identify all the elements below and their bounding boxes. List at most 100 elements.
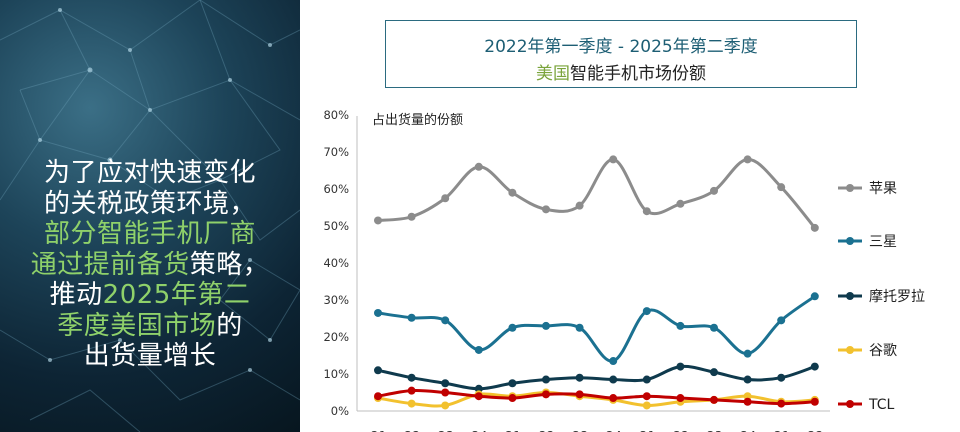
data-point: [710, 368, 718, 377]
legend-label: 三星: [869, 234, 897, 250]
y-tick-label: 70%: [323, 145, 349, 159]
data-point: [810, 362, 819, 371]
legend-swatch-marker: [846, 184, 854, 192]
data-point: [777, 399, 786, 408]
data-point: [777, 316, 786, 325]
x-tick-label: Q2: [806, 429, 823, 432]
data-point: [374, 392, 382, 401]
left-text-line: 季度美国市场的: [0, 311, 300, 342]
data-point: [743, 397, 752, 406]
data-point: [609, 394, 618, 403]
left-text-segment: 通过提前备货: [30, 249, 190, 280]
data-point: [710, 395, 718, 404]
legend-label: 摩托罗拉: [869, 288, 925, 305]
data-point: [542, 205, 550, 214]
data-point: [575, 373, 584, 382]
legend-swatch-marker: [846, 346, 854, 354]
data-point: [743, 392, 752, 401]
data-point: [710, 186, 718, 195]
data-point: [407, 373, 416, 382]
x-tick-label: Q1: [369, 429, 386, 432]
data-point: [642, 375, 651, 384]
data-point: [374, 308, 382, 317]
left-text-line: 为了应对快速变化: [0, 158, 300, 189]
left-text-segment: 的: [216, 310, 243, 341]
data-point: [609, 357, 618, 366]
data-point: [441, 388, 450, 397]
data-point: [777, 183, 786, 192]
x-tick-label: Q2: [537, 429, 554, 432]
y-tick-label: 50%: [323, 219, 349, 233]
x-tick-label: Q2: [672, 429, 689, 432]
data-point: [407, 386, 416, 395]
data-point: [474, 384, 483, 393]
data-point: [508, 188, 517, 197]
left-text-line: 通过提前备货策略，: [0, 250, 300, 281]
y-tick-label: 20%: [323, 330, 349, 344]
chart-title-line1: 2022年第一季度 - 2025年第二季度: [484, 37, 758, 57]
data-point: [743, 155, 752, 164]
chart-title-box: 2022年第一季度 - 2025年第二季度 美国智能手机市场份额: [385, 20, 857, 88]
left-text-segment: 季度美国市场: [57, 310, 217, 341]
y-axis-label: 占出货量的份额: [372, 112, 463, 128]
data-point: [710, 323, 718, 332]
legend-label: TCL: [868, 397, 895, 413]
data-point: [777, 373, 786, 382]
data-point: [407, 212, 416, 221]
series-line-0: [376, 157, 817, 230]
data-point: [508, 394, 517, 403]
left-text-segment: 部分智能手机厂商: [43, 219, 256, 249]
left-text-segment: 为了应对快速变化: [43, 158, 256, 188]
data-point: [676, 321, 685, 330]
data-point: [474, 345, 483, 354]
data-point: [374, 366, 382, 375]
left-text-line: 部分智能手机厂商: [0, 219, 300, 250]
y-tick-label: 80%: [323, 108, 349, 122]
chart-title-rest: 智能手机市场份额: [570, 64, 706, 84]
data-point: [642, 392, 651, 401]
data-point: [642, 207, 651, 216]
data-point: [407, 313, 416, 322]
data-point: [441, 401, 450, 410]
data-point: [407, 399, 416, 408]
y-tick-label: 30%: [323, 293, 349, 307]
data-point: [810, 292, 819, 301]
legend-label: 苹果: [869, 181, 897, 197]
left-text-segment: 策略，: [189, 249, 270, 280]
x-tick-label: Q2: [403, 429, 420, 432]
legend-swatch-marker: [846, 400, 854, 408]
x-tick-label: Q1: [638, 429, 655, 432]
data-point: [743, 375, 752, 384]
left-text-segment: 推动: [49, 280, 103, 310]
data-point: [441, 316, 450, 325]
x-tick-label: Q4: [739, 429, 756, 432]
x-tick-label: Q4: [605, 429, 622, 432]
data-point: [743, 349, 752, 358]
data-point: [642, 307, 651, 316]
data-point: [542, 375, 550, 384]
data-point: [642, 401, 651, 410]
data-point: [508, 323, 517, 332]
data-point: [609, 155, 618, 164]
data-point: [441, 379, 450, 388]
legend-swatch-marker: [846, 237, 854, 245]
left-text-segment: 2025年第二: [102, 280, 251, 310]
chart-title-highlight: 美国: [536, 64, 570, 84]
data-point: [676, 362, 685, 371]
y-tick-label: 60%: [323, 182, 349, 196]
x-tick-label: Q3: [571, 429, 588, 432]
left-text-segment: 出货量增长: [83, 341, 217, 371]
network-background: [0, 0, 300, 432]
left-text-line: 出货量增长: [0, 341, 300, 372]
data-point: [374, 216, 382, 225]
data-point: [542, 321, 550, 330]
x-tick-label: Q1: [773, 429, 790, 432]
data-point: [508, 379, 517, 388]
left-panel: 为了应对快速变化 的关税政策环境， 部分智能手机厂商 通过提前备货策略， 推动2025年…: [0, 0, 300, 432]
legend-label: 谷歌: [869, 343, 897, 359]
legend-swatch-marker: [846, 292, 854, 300]
data-point: [575, 323, 584, 332]
data-point: [474, 162, 483, 171]
x-tick-label: Q3: [705, 429, 722, 432]
